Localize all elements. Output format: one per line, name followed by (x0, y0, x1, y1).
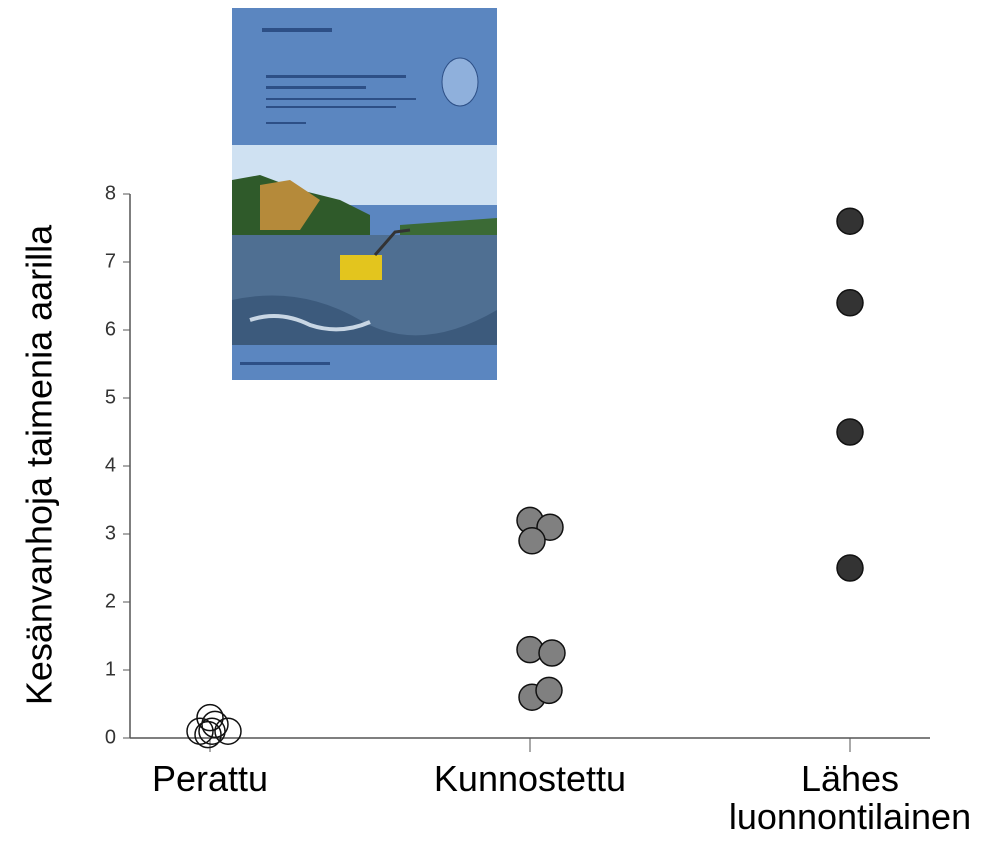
point (836, 289, 864, 317)
x-tick-label: Lähes luonnontilainen (728, 758, 972, 837)
y-tick-label: 7 (105, 250, 116, 272)
y-tick-label: 6 (105, 318, 116, 340)
y-tick-label: 5 (105, 386, 116, 408)
point (201, 710, 229, 739)
x-tick-label: Perattu (151, 758, 269, 799)
book-cover (232, 8, 497, 380)
y-tick-label: 4 (105, 454, 116, 476)
point (518, 527, 546, 555)
y-tick-label: 3 (105, 522, 116, 544)
y-axis-label: Kesänvanhoja taimenia aarilla (19, 224, 60, 705)
point (198, 717, 226, 745)
point (196, 703, 224, 732)
point (214, 717, 242, 745)
y-tick-label: 8 (105, 182, 116, 204)
x-tick-label: Kunnostettu (433, 758, 627, 799)
y-tick-label: 0 (105, 726, 116, 748)
y-tick-label: 2 (105, 590, 116, 612)
point (836, 418, 864, 446)
point (535, 676, 563, 705)
point (836, 207, 864, 235)
point (538, 639, 566, 667)
point (194, 720, 222, 749)
y-tick-label: 1 (105, 658, 116, 680)
point (836, 554, 864, 582)
